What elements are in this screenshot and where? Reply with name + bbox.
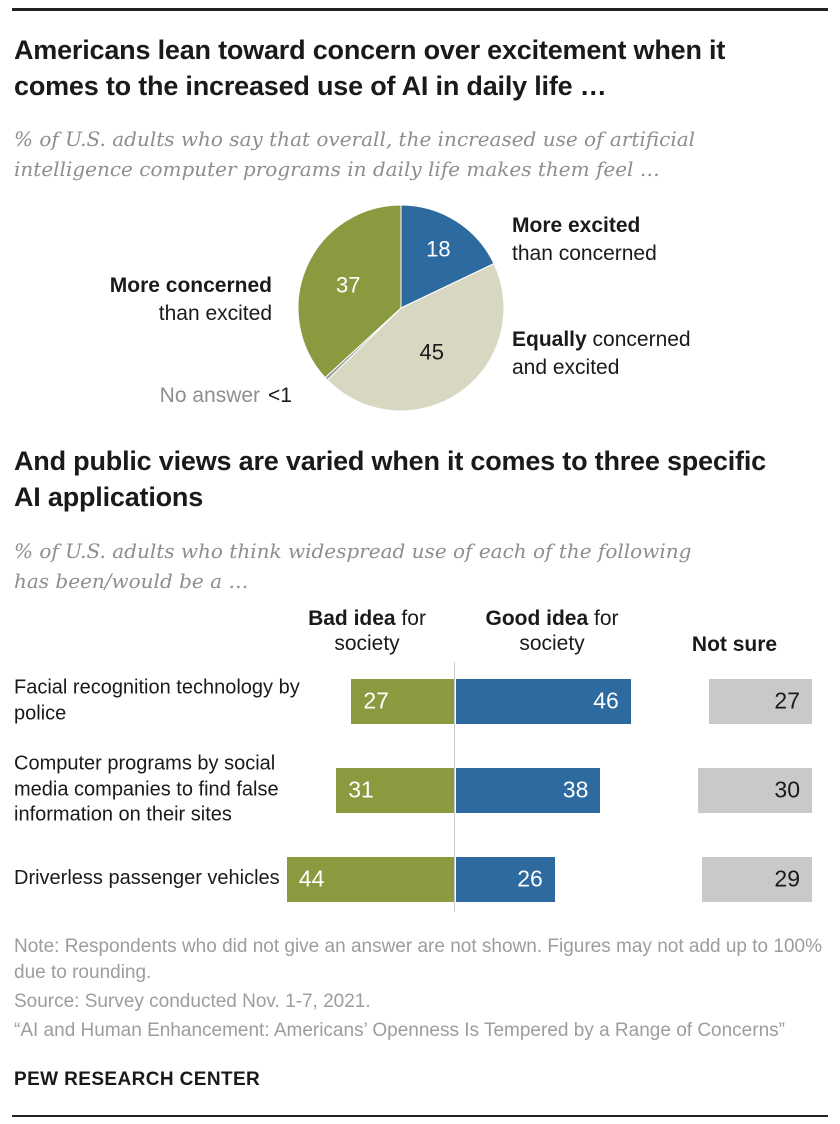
- subtitle-2: % of U.S. adults who think widespread us…: [14, 538, 692, 593]
- pie-chart: 18 45 37: [297, 204, 505, 412]
- bar-chart-area: Bad idea for society Good idea for socie…: [0, 606, 840, 918]
- bar-row-label: Driverless passenger vehicles: [14, 867, 280, 890]
- pie-value-1: 45: [419, 340, 443, 365]
- bar-header-bad-rest: for society: [334, 606, 426, 656]
- pie-label-more-concerned-rest: than excited: [158, 301, 272, 325]
- note-text: Note: Respondents who did not give an an…: [14, 935, 822, 984]
- bar-value: 27: [363, 687, 389, 714]
- pie-label-equally-rest2: and excited: [512, 355, 620, 379]
- bar-value: 30: [774, 776, 800, 803]
- bottom-rule: [12, 1115, 828, 1117]
- footnotes: Note: Respondents who did not give an an…: [14, 934, 826, 1046]
- no-answer-value: <1: [268, 384, 292, 408]
- bar-header-good-idea: Good idea for society: [477, 606, 627, 657]
- top-rule: [12, 8, 828, 11]
- bar-bad-idea: 44: [286, 856, 454, 902]
- bar-header-good-bold: Good idea: [485, 606, 589, 630]
- pie-label-more-excited-bold: More excited: [512, 214, 641, 238]
- page-title-1: Americans lean toward concern over excit…: [14, 35, 726, 101]
- bar-value: 27: [774, 687, 800, 714]
- pie-label-no-answer: No answer <1: [160, 382, 292, 409]
- pie-label-equally-bold: Equally: [512, 328, 587, 352]
- bar-row-label: Computer programs by social media compan…: [14, 752, 279, 826]
- bar-bad-idea: 31: [336, 767, 454, 813]
- pie-label-more-concerned-bold: More concerned: [109, 274, 272, 298]
- bar-rows: Facial recognition technology by police 2…: [0, 606, 840, 918]
- pie-label-more-excited: More excited than concerned: [512, 212, 657, 267]
- pie-chart-area: 18 45 37 More excited than concerned Equal…: [0, 198, 840, 440]
- bar-value: 44: [298, 865, 325, 892]
- bar-header-not-sure: Not sure: [691, 632, 778, 656]
- bar-not-sure: 29: [701, 856, 812, 902]
- bar-good-idea: 46: [456, 678, 631, 724]
- bar-good-idea: 26: [456, 856, 555, 902]
- pie-value-3: 37: [336, 273, 360, 298]
- bar-value: 29: [774, 865, 800, 892]
- bar-not-sure: 30: [698, 767, 812, 813]
- pie-slice-1: [326, 263, 505, 412]
- pew-research-center-logo: PEW RESEARCH CENTER: [14, 1069, 261, 1091]
- bar-bad-idea: 27: [351, 678, 454, 724]
- pie-slice-0: [400, 204, 495, 310]
- bar-value: 31: [348, 776, 374, 803]
- bar-value: 46: [593, 687, 619, 714]
- bar-header-good-rest: for society: [519, 606, 619, 656]
- pie-label-more-excited-rest: than concerned: [512, 241, 657, 265]
- bar-value: 38: [562, 776, 589, 803]
- bar-not-sure: 27: [709, 678, 812, 724]
- pie-label-more-concerned: More concerned than excited: [110, 272, 272, 327]
- source-text: Source: Survey conducted Nov. 1-7, 2021.: [14, 991, 371, 1013]
- no-answer-label: No answer: [159, 384, 261, 408]
- bar-header-bad-idea: Bad idea for society: [297, 606, 437, 657]
- bar-value: 26: [517, 865, 543, 892]
- pie-value-0: 18: [426, 237, 450, 262]
- subtitle-1: % of U.S. adults who say that overall, t…: [14, 127, 696, 182]
- bar-good-idea: 38: [456, 767, 601, 813]
- page-title-2: And public views are varied when it come…: [14, 446, 766, 512]
- pie-slice-3: [297, 204, 402, 379]
- bar-row-label: Facial recognition technology by police: [14, 676, 300, 724]
- pie-label-equally-rest1: concerned: [592, 328, 691, 352]
- report-title: “AI and Human Enhancement: Americans’ Op…: [14, 1020, 785, 1042]
- center-axis-line: [454, 661, 455, 912]
- bar-header-bad-bold: Bad idea: [308, 606, 396, 630]
- pie-label-equally: Equally concerned and excited: [512, 326, 691, 381]
